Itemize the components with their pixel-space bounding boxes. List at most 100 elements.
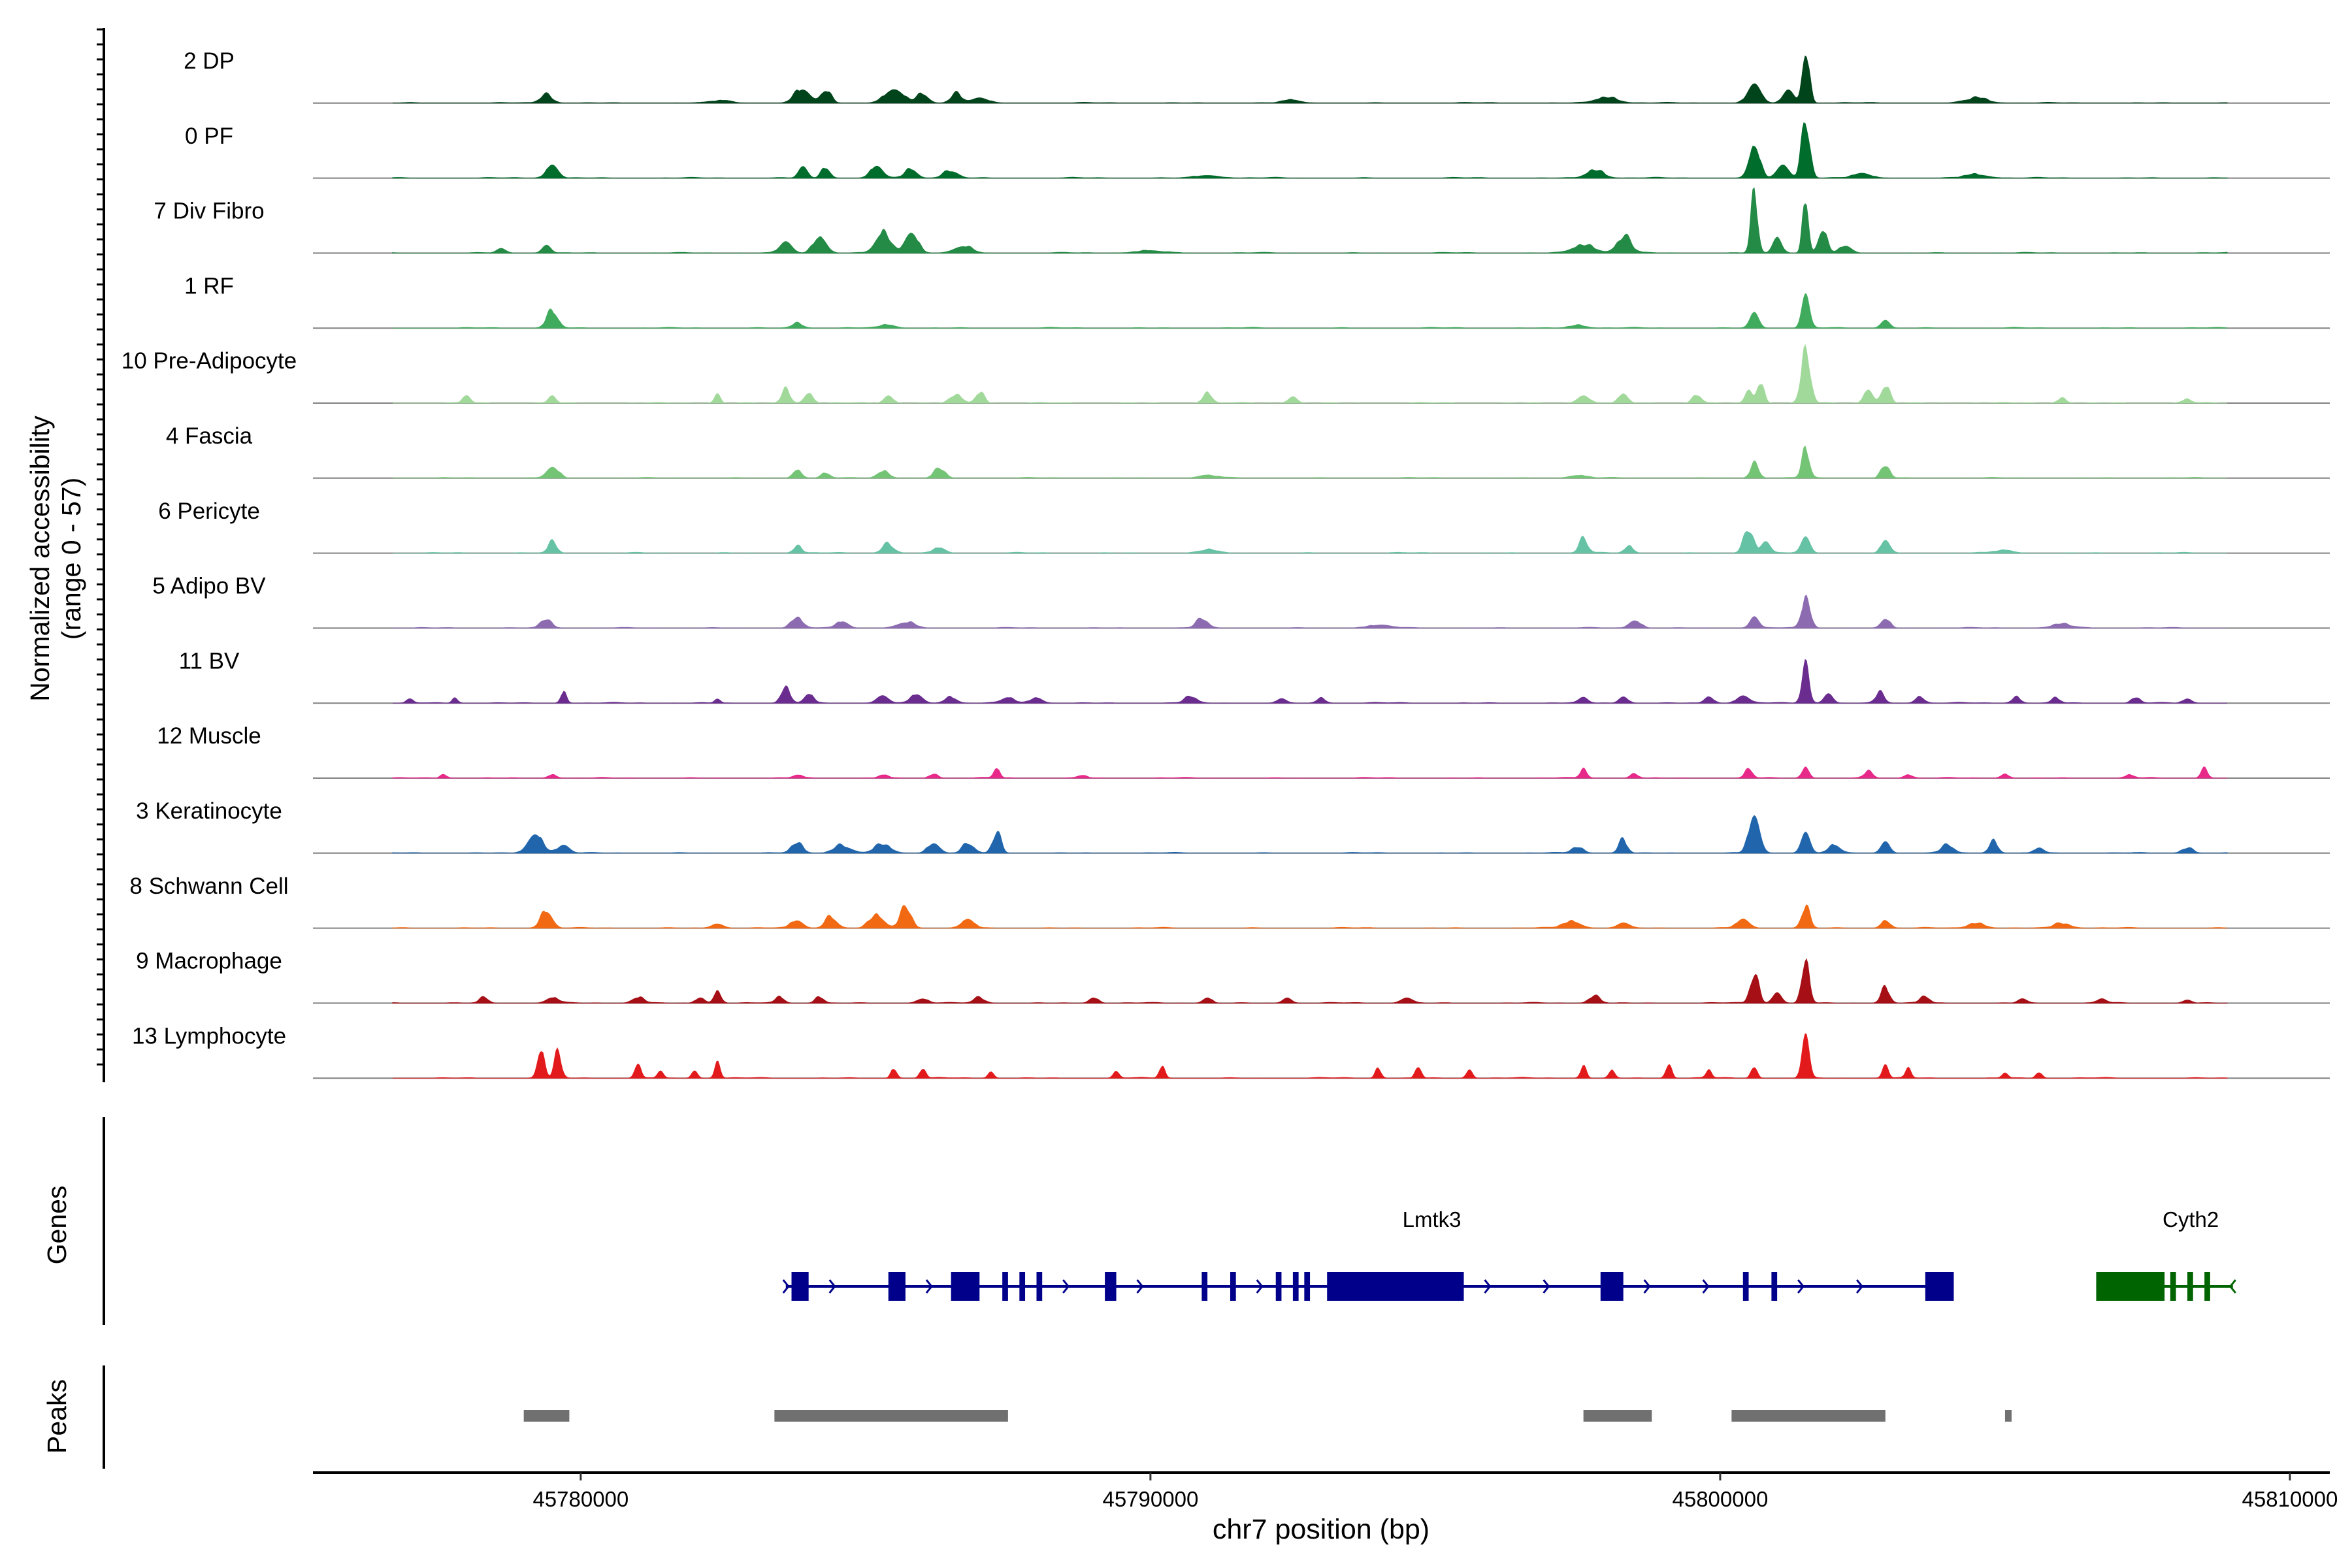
peaks-axis-label: Peaks: [42, 1379, 72, 1454]
track-coverage: [392, 187, 2228, 253]
genes-axis-label: Genes: [42, 1186, 72, 1265]
track-8-schwann-cell: 8 Schwann Cell: [129, 874, 2330, 929]
track-9-macrophage: 9 Macrophage: [136, 949, 2330, 1004]
peak-region: [1583, 1410, 1652, 1422]
track-label: 1 RF: [184, 273, 234, 299]
strand-arrow: [1797, 1279, 1805, 1294]
x-tick-label: 45800000: [1673, 1487, 1769, 1511]
gene-exon: [1036, 1272, 1043, 1301]
track-0-pf: 0 PF: [185, 122, 2330, 179]
track-5-adipo-bv: 5 Adipo BV: [152, 574, 2330, 629]
gene-label: Lmtk3: [1403, 1207, 1462, 1232]
gene-exon: [1742, 1272, 1749, 1301]
track-coverage: [392, 904, 2228, 929]
track-3-keratinocyte: 3 Keratinocyte: [136, 798, 2330, 854]
gene-exon: [1771, 1272, 1778, 1301]
track-coverage: [392, 958, 2228, 1004]
track-label: 12 Muscle: [157, 723, 261, 749]
gene-exon: [1292, 1272, 1299, 1301]
track-10-pre-adipocyte: 10 Pre-Adipocyte: [122, 344, 2330, 404]
strand-arrow: [1702, 1279, 1710, 1294]
strand-arrow: [1543, 1279, 1550, 1294]
track-label: 3 Keratinocyte: [136, 798, 282, 824]
gene-exon: [2187, 1272, 2193, 1301]
gene-exon: [1327, 1272, 1464, 1301]
track-coverage: [393, 531, 2227, 554]
x-tick-label: 45790000: [1102, 1487, 1198, 1511]
peak-region: [1731, 1410, 1886, 1422]
gene-exon: [1600, 1272, 1624, 1301]
track-coverage: [393, 445, 2227, 479]
track-coverage: [393, 344, 2227, 404]
gene-exon: [951, 1272, 980, 1301]
x-tick-label: 45780000: [532, 1487, 629, 1511]
track-label: 5 Adipo BV: [152, 574, 266, 599]
track-label: 11 BV: [179, 648, 240, 674]
strand-arrow: [1256, 1279, 1264, 1294]
strand-arrow: [925, 1279, 933, 1294]
strand-arrow: [1062, 1279, 1070, 1294]
gene-exon: [2204, 1272, 2210, 1301]
gene-label: Cyth2: [2163, 1207, 2219, 1232]
strand-arrow: [2229, 1279, 2236, 1294]
strand-arrow: [828, 1279, 836, 1294]
track-label: 13 Lymphocyte: [132, 1023, 286, 1049]
track-2-dp: 2 DP: [184, 48, 2330, 104]
gene-exon: [1230, 1272, 1236, 1301]
x-axis-title: chr7 position (bp): [1213, 1514, 1429, 1545]
track-11-bv: 11 BV: [179, 648, 2330, 704]
track-coverage: [393, 55, 2228, 104]
track-12-muscle: 12 Muscle: [157, 723, 2330, 779]
track-coverage: [392, 122, 2228, 179]
track-label: 10 Pre-Adipocyte: [122, 348, 297, 374]
gene-exon: [1002, 1272, 1008, 1301]
gene-exon: [888, 1272, 906, 1301]
coverage-y-axis: [97, 28, 105, 1083]
track-label: 8 Schwann Cell: [129, 874, 288, 899]
peak-region: [2004, 1410, 2012, 1422]
track-6-pericyte: 6 Pericyte: [158, 498, 2330, 554]
gene-exon: [1105, 1272, 1117, 1301]
track-label: 2 DP: [184, 48, 235, 74]
gene-cyth2: Cyth2: [2096, 1207, 2236, 1301]
track-coverage: [393, 293, 2228, 329]
gene-exon: [1304, 1272, 1311, 1301]
track-7-div-fibro: 7 Div Fibro: [154, 187, 2330, 254]
track-13-lymphocyte: 13 Lymphocyte: [132, 1023, 2330, 1079]
track-label: 7 Div Fibro: [154, 199, 264, 224]
gene-exon: [1275, 1272, 1282, 1301]
gene-exon: [2170, 1272, 2176, 1301]
track-coverage: [393, 659, 2227, 704]
track-label: 4 Fascia: [166, 423, 253, 449]
peak-region: [774, 1410, 1008, 1422]
gene-lmtk3: Lmtk3: [782, 1207, 1954, 1301]
coverage-tracks: 2 DP 0 PF 7 Div Fibro 1 RF 10 Pre-Adipocyte 4…: [122, 48, 2330, 1079]
track-4-fascia: 4 Fascia: [166, 423, 2330, 479]
x-axis-ticks: 45780000 45790000 45800000 45810000: [532, 1473, 2338, 1511]
strand-arrow: [1855, 1279, 1864, 1294]
x-tick-label: 45810000: [2242, 1487, 2338, 1511]
track-1-rf: 1 RF: [184, 273, 2330, 329]
track-coverage: [393, 595, 2227, 629]
track-label: 6 Pericyte: [158, 498, 260, 524]
strand-arrow: [1484, 1279, 1492, 1294]
peak-region: [523, 1410, 570, 1422]
track-coverage: [393, 1033, 2228, 1079]
strand-arrow: [1643, 1279, 1651, 1294]
y-axis-title-line1: Normalized accessibility: [25, 416, 55, 702]
track-coverage: [392, 766, 2227, 779]
gene-exon: [791, 1272, 809, 1301]
gene-exon: [1019, 1272, 1026, 1301]
peak-regions: [523, 1410, 2012, 1422]
track-coverage: [392, 815, 2228, 854]
y-axis-title-line2: (range 0 - 57): [56, 478, 86, 640]
gene-exon: [1925, 1272, 1954, 1301]
gene-exon: [1201, 1272, 1208, 1301]
gene-models: Lmtk3 Cyth2: [782, 1207, 2236, 1301]
strand-arrow: [782, 1279, 790, 1294]
track-label: 9 Macrophage: [136, 949, 282, 974]
track-label: 0 PF: [185, 123, 233, 149]
gene-exon: [2096, 1272, 2165, 1301]
strand-arrow: [1136, 1279, 1144, 1294]
